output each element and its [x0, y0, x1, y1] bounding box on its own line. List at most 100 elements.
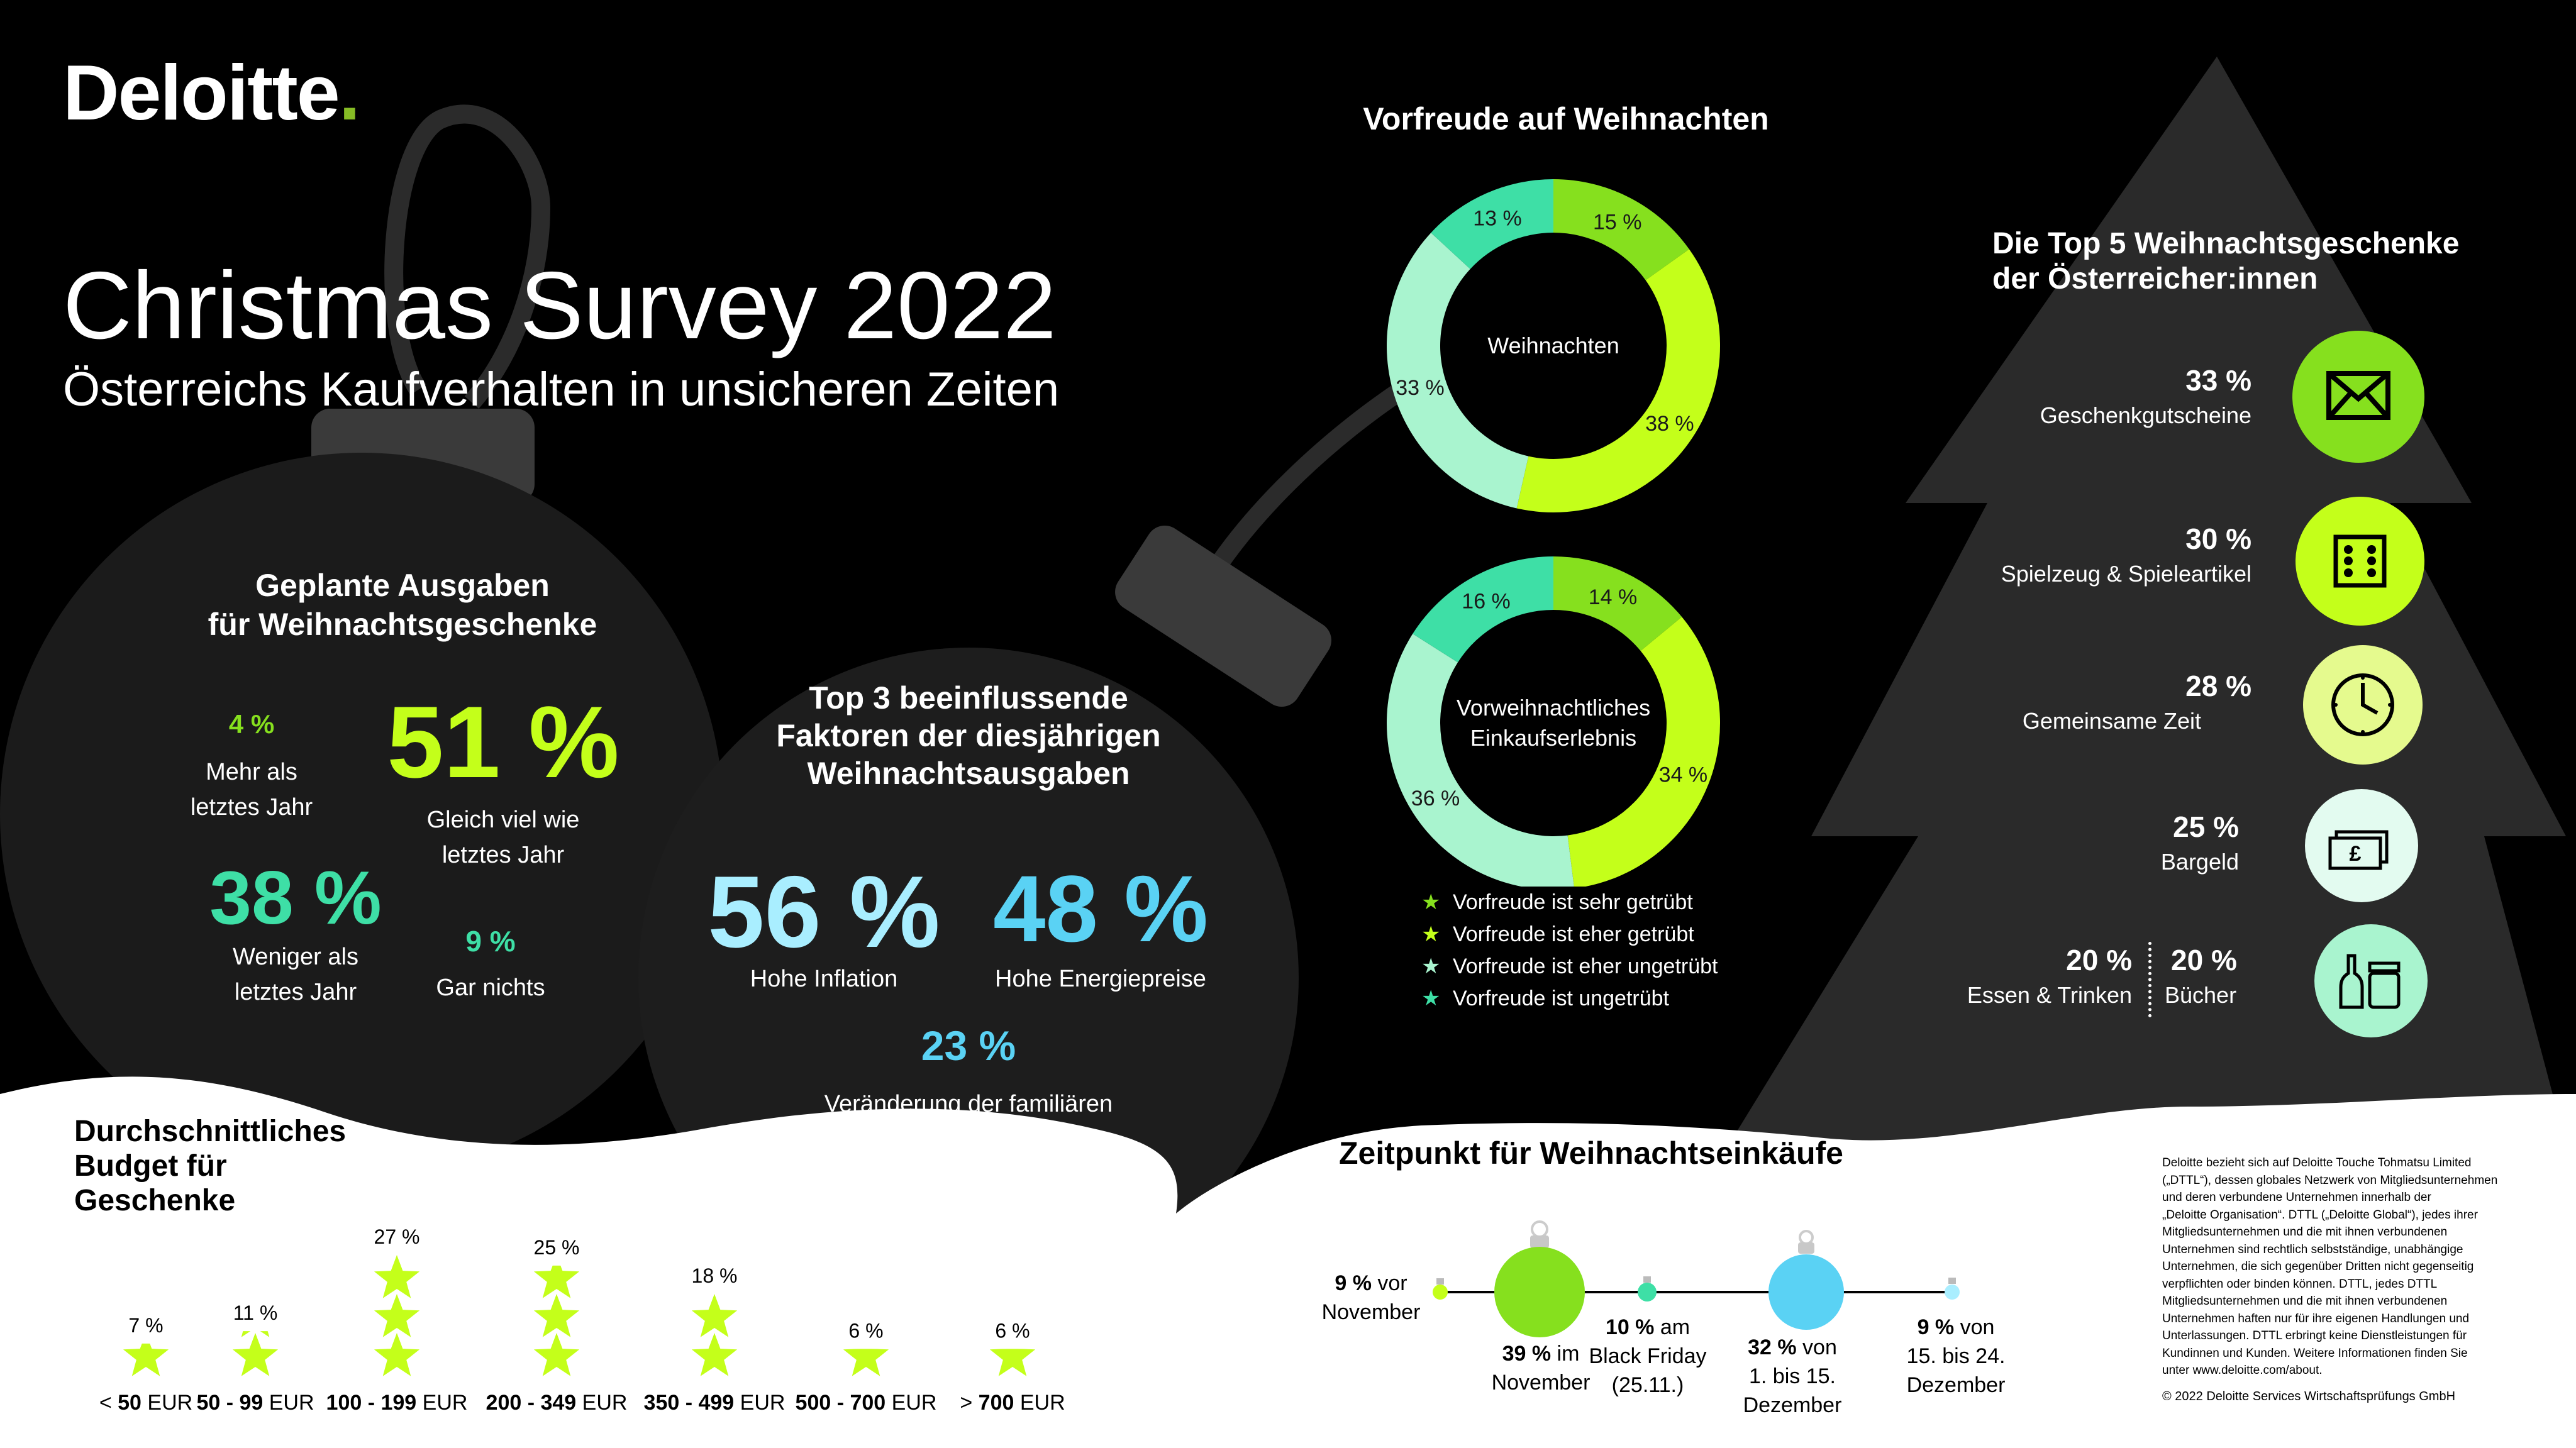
anticipation-legend: ★ Vorfreude ist sehr getrübt ★ Vorfreude i… [1421, 887, 1799, 1015]
star-icon [374, 1255, 420, 1298]
legend-item: ★ Vorfreude ist eher ungetrübt [1421, 951, 1799, 983]
budget-title: Durchschnittliches Budget für Geschenke [74, 1115, 347, 1217]
star-icon [241, 1331, 270, 1337]
donut-slice [1567, 617, 1720, 887]
budget-category-label: 50 - 99 EUR [196, 1391, 314, 1415]
gift-time-circle [2303, 645, 2423, 765]
family-value: 23 % [921, 1022, 1016, 1069]
budget-value-label: 6 % [848, 1319, 883, 1342]
budget-bar: 7 % < 50 EUR [99, 1314, 192, 1415]
spending-more-label: Mehr als letztes Jahr [190, 759, 313, 821]
gift-toys-circle [2296, 497, 2424, 626]
gifts-title: Die Top 5 Weihnachtsgeschenke der Österr… [1992, 227, 2460, 296]
budget-category-label: 350 - 499 EUR [644, 1391, 786, 1415]
legend-item: ★ Vorfreude ist ungetrübt [1421, 983, 1799, 1015]
star-icon [232, 1333, 279, 1376]
star-icon [691, 1333, 738, 1376]
donut-value-label: 33 % [1396, 376, 1445, 400]
budget-bar: 18 % 350 - 499 EUR [644, 1264, 786, 1415]
ornament-icon [1433, 1278, 1448, 1300]
donut-value-label: 36 % [1411, 787, 1460, 810]
dice-icon [2333, 534, 2387, 588]
star-icon: ★ [1421, 987, 1441, 1010]
budget-category-label: < 50 EUR [99, 1391, 192, 1415]
gift-books-value: 20 % [2171, 944, 2237, 976]
spending-more-value: 4 % [228, 709, 275, 739]
factors-title: Top 3 beeinflussende Faktoren der diesjä… [776, 680, 1161, 791]
timing-november: 39 % im November [1491, 1342, 1591, 1395]
gift-cash-circle: £ [2305, 789, 2418, 902]
ornament-cap [1115, 526, 1331, 707]
timing-early-december: 32 % von 1. bis 15. Dezember [1743, 1335, 1842, 1417]
gift-toys-label: Spielzeug & Spieleartikel [2001, 561, 2251, 587]
budget-star-chart: 7 % < 50 EUR 11 % 50 - 99 EUR 27 % 100 - 199 … [99, 1225, 1065, 1415]
gift-cash-value: 25 % [2173, 810, 2239, 843]
svg-text:£: £ [2350, 842, 2362, 866]
donut-chart: 14 % 34 % 36 % 16 % Vorweihnachtliches Einkau… [1387, 556, 1720, 887]
star-icon [123, 1343, 169, 1376]
budget-category-label: 100 - 199 EUR [326, 1391, 468, 1415]
budget-value-label: 11 % [233, 1302, 278, 1324]
gift-voucher-value: 33 % [2185, 364, 2251, 397]
donut-slice [1387, 634, 1574, 887]
timing-black-friday: 10 % am Black Friday (25.11.) [1589, 1315, 1707, 1397]
budget-category-label: > 700 EUR [960, 1391, 1065, 1415]
split-divider [2148, 942, 2151, 1017]
gift-time-value: 28 % [2185, 670, 2251, 702]
budget-bar: 11 % 50 - 99 EUR [196, 1302, 314, 1415]
star-icon [533, 1294, 580, 1337]
snow-hill [0, 1076, 2576, 1448]
budget-bar: 27 % 100 - 199 EUR [326, 1225, 468, 1415]
donut-value-label: 34 % [1659, 763, 1708, 787]
budget-category-label: 500 - 700 EUR [796, 1391, 937, 1415]
gift-voucher-label: Geschenkgutscheine [2040, 402, 2251, 428]
gift-split-circle [2314, 924, 2428, 1037]
gift-voucher-circle [2292, 331, 2424, 463]
star-icon [533, 1333, 580, 1376]
star-icon: ★ [1421, 954, 1441, 978]
donut-slice [1387, 233, 1529, 509]
budget-bar: 6 % > 700 EUR [960, 1319, 1065, 1415]
deloitte-logo: Deloitte. [63, 54, 360, 132]
donut-slice [1516, 249, 1720, 513]
budget-value-label: 7 % [128, 1314, 163, 1337]
budget-value-label: 25 % [534, 1236, 580, 1259]
spending-same-value: 51 % [387, 685, 619, 799]
inflation-label: Hohe Inflation [750, 966, 898, 992]
gift-food-label: Essen & Trinken [1967, 982, 2132, 1008]
star-icon [533, 1265, 580, 1298]
ornament-icon [1638, 1276, 1657, 1302]
inflation-value: 56 % [708, 855, 940, 969]
anticipation-title: Vorfreude auf Weihnachten [1363, 101, 1769, 136]
spending-less-value: 38 % [209, 856, 382, 940]
gift-time-label: Gemeinsame Zeit [2022, 708, 2201, 734]
star-icon [374, 1333, 420, 1376]
ornament-icon [1768, 1230, 1844, 1330]
budget-category-label: 200 - 349 EUR [486, 1391, 628, 1415]
timing-late-december: 9 % von 15. bis 24. Dezember [1906, 1315, 2006, 1397]
donut-slice [1431, 179, 1553, 269]
donut-slice [1553, 179, 1689, 280]
donut-center-label: Einkaufserlebnis [1470, 725, 1636, 751]
page-subtitle: Österreichs Kaufverhalten in unsicheren … [63, 363, 1060, 416]
spending-title: Geplante Ausgaben für Weihnachtsgeschenk… [208, 568, 597, 642]
star-icon: ★ [1421, 922, 1441, 946]
spending-less-label: Weniger als letztes Jahr [233, 944, 358, 1005]
bottle-jar-icon [2339, 954, 2401, 1009]
budget-bar: 25 % 200 - 349 EUR [486, 1236, 628, 1415]
energy-value: 48 % [993, 856, 1208, 961]
star-icon [691, 1294, 738, 1337]
donut-slice [1553, 556, 1682, 651]
spending-nothing-value: 9 % [465, 925, 516, 958]
ornament-icon [1494, 1220, 1585, 1337]
star-icon: ★ [1421, 890, 1441, 914]
energy-label: Hohe Energiepreise [995, 966, 1206, 992]
copyright: © 2022 Deloitte Services Wirtschaftsprüf… [2162, 1389, 2456, 1403]
clock-icon [2331, 673, 2394, 736]
envelope-icon [2326, 371, 2390, 420]
disclaimer: Deloitte bezieht sich auf Deloitte Touch… [2162, 1154, 2552, 1405]
donut-center-label: Weihnachten [1487, 333, 1619, 358]
page-title: Christmas Survey 2022 [63, 252, 1057, 359]
donut-value-label: 16 % [1462, 589, 1511, 613]
